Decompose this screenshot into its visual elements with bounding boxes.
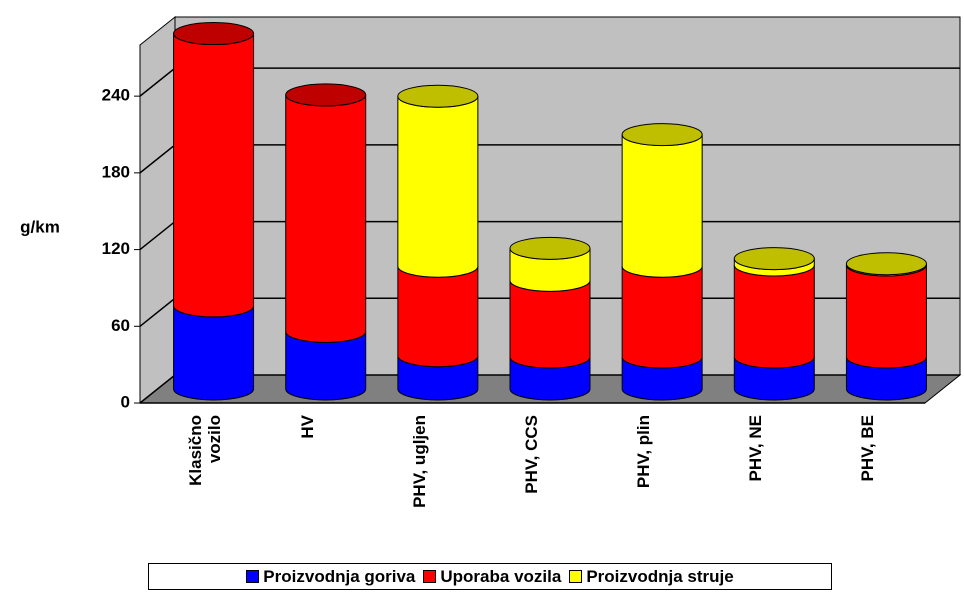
cylinder-top xyxy=(733,247,815,271)
cylinder-top xyxy=(845,252,927,276)
legend-swatch xyxy=(423,570,437,583)
legend-item: Proizvodnja goriva xyxy=(246,567,415,587)
legend-label: Uporaba vozila xyxy=(440,566,562,586)
x-tick-label: PHV, ugljen xyxy=(409,415,429,508)
legend-label: Proizvodnja goriva xyxy=(263,566,416,586)
bar xyxy=(845,264,927,369)
x-tick-label: Klasično vozilo xyxy=(185,415,224,486)
bars xyxy=(173,22,927,401)
bar xyxy=(173,305,255,401)
cylinder-top xyxy=(509,236,591,260)
y-tick-label: 60 xyxy=(111,316,130,335)
x-tick-label: PHV, NE xyxy=(746,415,766,482)
bar xyxy=(173,33,255,318)
y-tick-label: 120 xyxy=(102,239,130,258)
bar xyxy=(621,134,703,278)
y-tick-label: 240 xyxy=(102,86,130,105)
cylinder-top xyxy=(397,84,479,108)
legend-item: Proizvodnja struje xyxy=(569,566,734,587)
side-wall xyxy=(139,15,176,405)
bar xyxy=(621,266,703,369)
bar xyxy=(509,280,591,369)
cylinder-top xyxy=(285,83,367,107)
bar xyxy=(397,266,479,368)
bar xyxy=(397,96,479,278)
cylinder-top xyxy=(173,22,255,46)
x-tick-label: HV xyxy=(297,415,317,439)
bar xyxy=(733,264,815,369)
x-tick-label: PHV, CCS xyxy=(522,415,541,494)
x-tick-label: PHV, BE xyxy=(858,415,878,482)
y-axis-label: g/km xyxy=(20,217,60,236)
legend-swatch xyxy=(569,570,583,583)
legend: Proizvodnja goriva Uporaba vozila Proizvod… xyxy=(148,563,832,590)
cylinder-top xyxy=(621,123,703,147)
bar xyxy=(285,94,367,343)
x-tick-label: PHV, plin xyxy=(634,415,654,489)
y-tick-label: 180 xyxy=(102,162,130,181)
y-tick-label: 0 xyxy=(121,392,130,411)
legend-item: Uporaba vozila xyxy=(423,567,561,587)
legend-label: Proizvodnja struje xyxy=(586,566,734,586)
legend-swatch xyxy=(246,570,260,583)
